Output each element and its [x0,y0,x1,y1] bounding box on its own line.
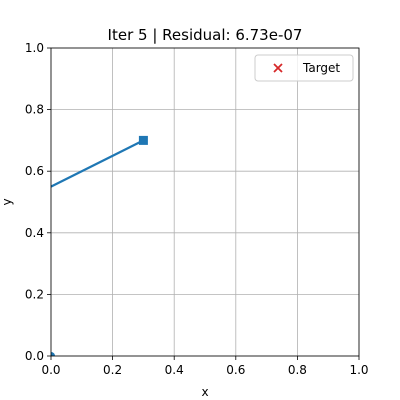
x-tick-label: 1.0 [349,363,368,377]
legend: Target [254,54,354,82]
chart-title: Iter 5 | Residual: 6.73e-07 [108,26,303,44]
y-tick-label: 1.0 [25,41,44,55]
y-tick-label: 0.4 [25,226,44,240]
y-tick-label: 0.0 [25,349,44,363]
y-axis-label: y [0,198,14,205]
legend-label-target: Target [302,61,340,75]
y-tick-label: 0.6 [25,164,44,178]
data-point-square [138,135,148,145]
x-tick-label: 0.6 [226,363,245,377]
x-tick-label: 0.2 [103,363,122,377]
ticks: 0.0 0.2 0.4 0.6 0.8 1.0 0.0 0.2 0.4 0.6 0.8 1.0 [25,41,369,377]
x-axis-label: x [201,385,208,399]
grid [50,47,360,357]
y-tick-label: 0.2 [25,287,44,301]
legend-target-x-icon [273,63,283,73]
legend-x-stroke [273,63,283,73]
axes-frame [50,47,360,357]
legend-box [254,54,354,82]
series-line [51,139,144,188]
data-point-circle [51,352,55,356]
plot-data [51,135,148,356]
y-tick-label: 0.8 [25,103,44,117]
x-tick-label: 0.0 [41,363,60,377]
x-tick-label: 0.4 [165,363,184,377]
x-tick-label: 0.8 [288,363,307,377]
plot-area-background [51,48,359,356]
axes-border [50,47,360,357]
